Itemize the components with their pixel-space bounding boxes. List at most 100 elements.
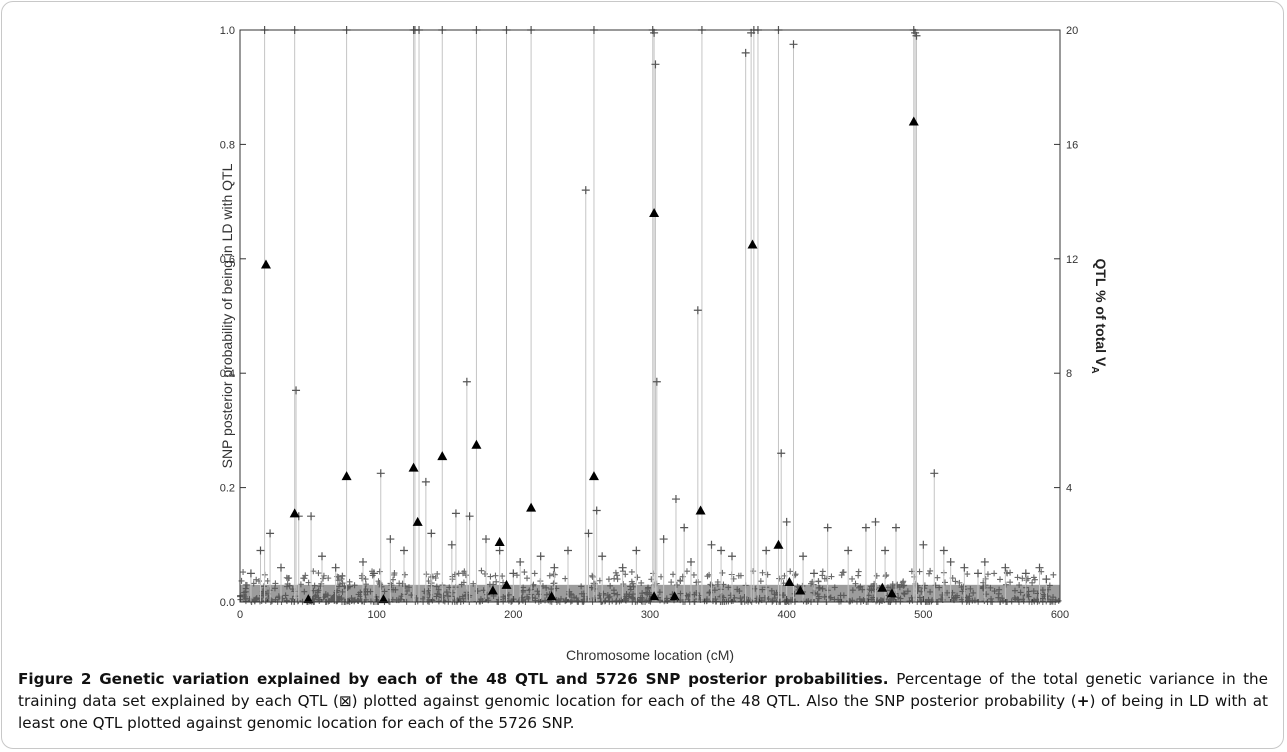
snp-point: [462, 377, 471, 386]
snp-band-mark: [390, 576, 397, 583]
snp-band-mark: [942, 579, 948, 586]
snp-band-mark: [719, 569, 726, 576]
snp-point: [307, 512, 316, 521]
snp-point: [598, 552, 607, 561]
y-tick-label: 1.0: [220, 25, 235, 37]
chart: 0 100 200 300 400 500 600 0.0 0.2 0.4 0.6 0.8 1.0 4 8 1…: [219, 25, 1109, 663]
qtl-point: [494, 536, 505, 546]
snp-band-mark: [434, 570, 441, 577]
snp-band-mark: [300, 575, 307, 582]
snp-point: [482, 535, 490, 544]
snp-point: [386, 535, 395, 544]
snp-band-mark: [658, 573, 665, 580]
x-tick-label: 400: [777, 609, 795, 621]
snp-band-mark: [927, 567, 934, 574]
snp-band-mark: [628, 568, 635, 575]
qtl-point: [487, 585, 498, 595]
snp-point: [536, 552, 545, 561]
snp-point: [823, 523, 832, 532]
qtl-point: [588, 471, 599, 481]
snp-point: [680, 523, 689, 532]
qtl-point: [378, 594, 389, 604]
snp-point: [1042, 575, 1051, 584]
qtl-point: [303, 594, 314, 604]
snp-point: [292, 386, 301, 395]
snp-band-mark: [916, 568, 923, 575]
y2-tick-label: 12: [1066, 254, 1078, 266]
snp-band-mark: [253, 576, 260, 583]
snp-point: [1001, 563, 1010, 572]
snp-point: [871, 517, 880, 526]
y-axis-title: SNP posterior probability of being in LD…: [219, 163, 235, 468]
snp-band-fill: [240, 584, 1060, 602]
snp-band-mark: [679, 573, 686, 580]
caption-title: Figure 2 Genetic variation explained by …: [18, 670, 883, 688]
x-tick-label: 600: [1051, 609, 1069, 621]
snp-band-mark: [1031, 576, 1038, 583]
snp-band-mark: [546, 572, 553, 579]
snp-band-mark: [605, 576, 612, 583]
qtl-point: [886, 588, 897, 598]
snp-band-mark: [362, 576, 369, 583]
snp-band-mark: [828, 573, 835, 580]
snp-band-mark: [759, 569, 766, 576]
snp-band-mark: [900, 578, 907, 585]
snp-point: [318, 552, 326, 561]
snp-band-mark: [492, 572, 499, 579]
snp-band-mark: [376, 568, 383, 575]
qtl-point: [526, 502, 537, 512]
qtl-point: [747, 239, 758, 249]
qtl-point: [260, 259, 271, 269]
y2-tick-label: 20: [1066, 25, 1078, 37]
snp-band-mark: [997, 576, 1004, 583]
y-tick-label: 0.6: [220, 254, 235, 266]
snp-point: [277, 563, 285, 572]
snp-point: [246, 569, 255, 578]
y2-axis-title: QTL % of total VA: [1089, 258, 1109, 373]
qtl-point: [908, 116, 919, 126]
snp-band-mark: [677, 577, 684, 584]
snp-point: [659, 535, 668, 544]
qtl-point: [649, 591, 660, 601]
snp-band-mark: [550, 571, 557, 578]
snp-point: [762, 546, 771, 555]
y-tick-label: 0.0: [220, 597, 235, 609]
snp-band-mark: [487, 573, 494, 580]
snp-band-mark: [648, 576, 655, 583]
qtl-series: [260, 116, 919, 604]
snp-point: [421, 477, 430, 486]
y2-axis-title-main: QTL % of total V: [1093, 258, 1109, 367]
snp-point: [789, 40, 798, 49]
snp-band-mark: [1050, 571, 1057, 578]
snp-band-mark: [668, 579, 675, 586]
snp-band-mark: [432, 575, 439, 582]
y-tick-label: 0.8: [220, 139, 235, 151]
snp-band-mark: [460, 579, 467, 586]
snp-band-mark: [714, 578, 721, 585]
snp-band-mark: [493, 578, 500, 585]
snp-point: [810, 569, 818, 578]
snp-band-mark: [325, 575, 332, 582]
snp-band-mark: [815, 578, 822, 585]
snp-band-mark: [481, 570, 488, 577]
snp-band-mark: [882, 573, 889, 580]
snp-point: [919, 540, 928, 549]
y-tick-label: 0.4: [220, 368, 235, 380]
qtl-point: [437, 451, 448, 461]
snp-point: [447, 540, 456, 549]
snp-band-mark: [614, 576, 621, 583]
snp-band-mark: [735, 572, 742, 579]
snp-band-mark: [613, 572, 620, 579]
snp-point: [632, 546, 641, 555]
snp-band-mark: [984, 571, 991, 578]
snp-band-mark: [531, 570, 538, 577]
snp-point: [939, 546, 948, 555]
x-tick-label: 500: [914, 609, 932, 621]
snp-point: [799, 552, 808, 561]
qtl-point: [795, 585, 806, 595]
y2-tick-label: 8: [1066, 368, 1072, 380]
dense-snp-band: [237, 567, 1062, 605]
snp-band-mark: [792, 572, 799, 579]
snp-band-mark: [991, 570, 998, 577]
